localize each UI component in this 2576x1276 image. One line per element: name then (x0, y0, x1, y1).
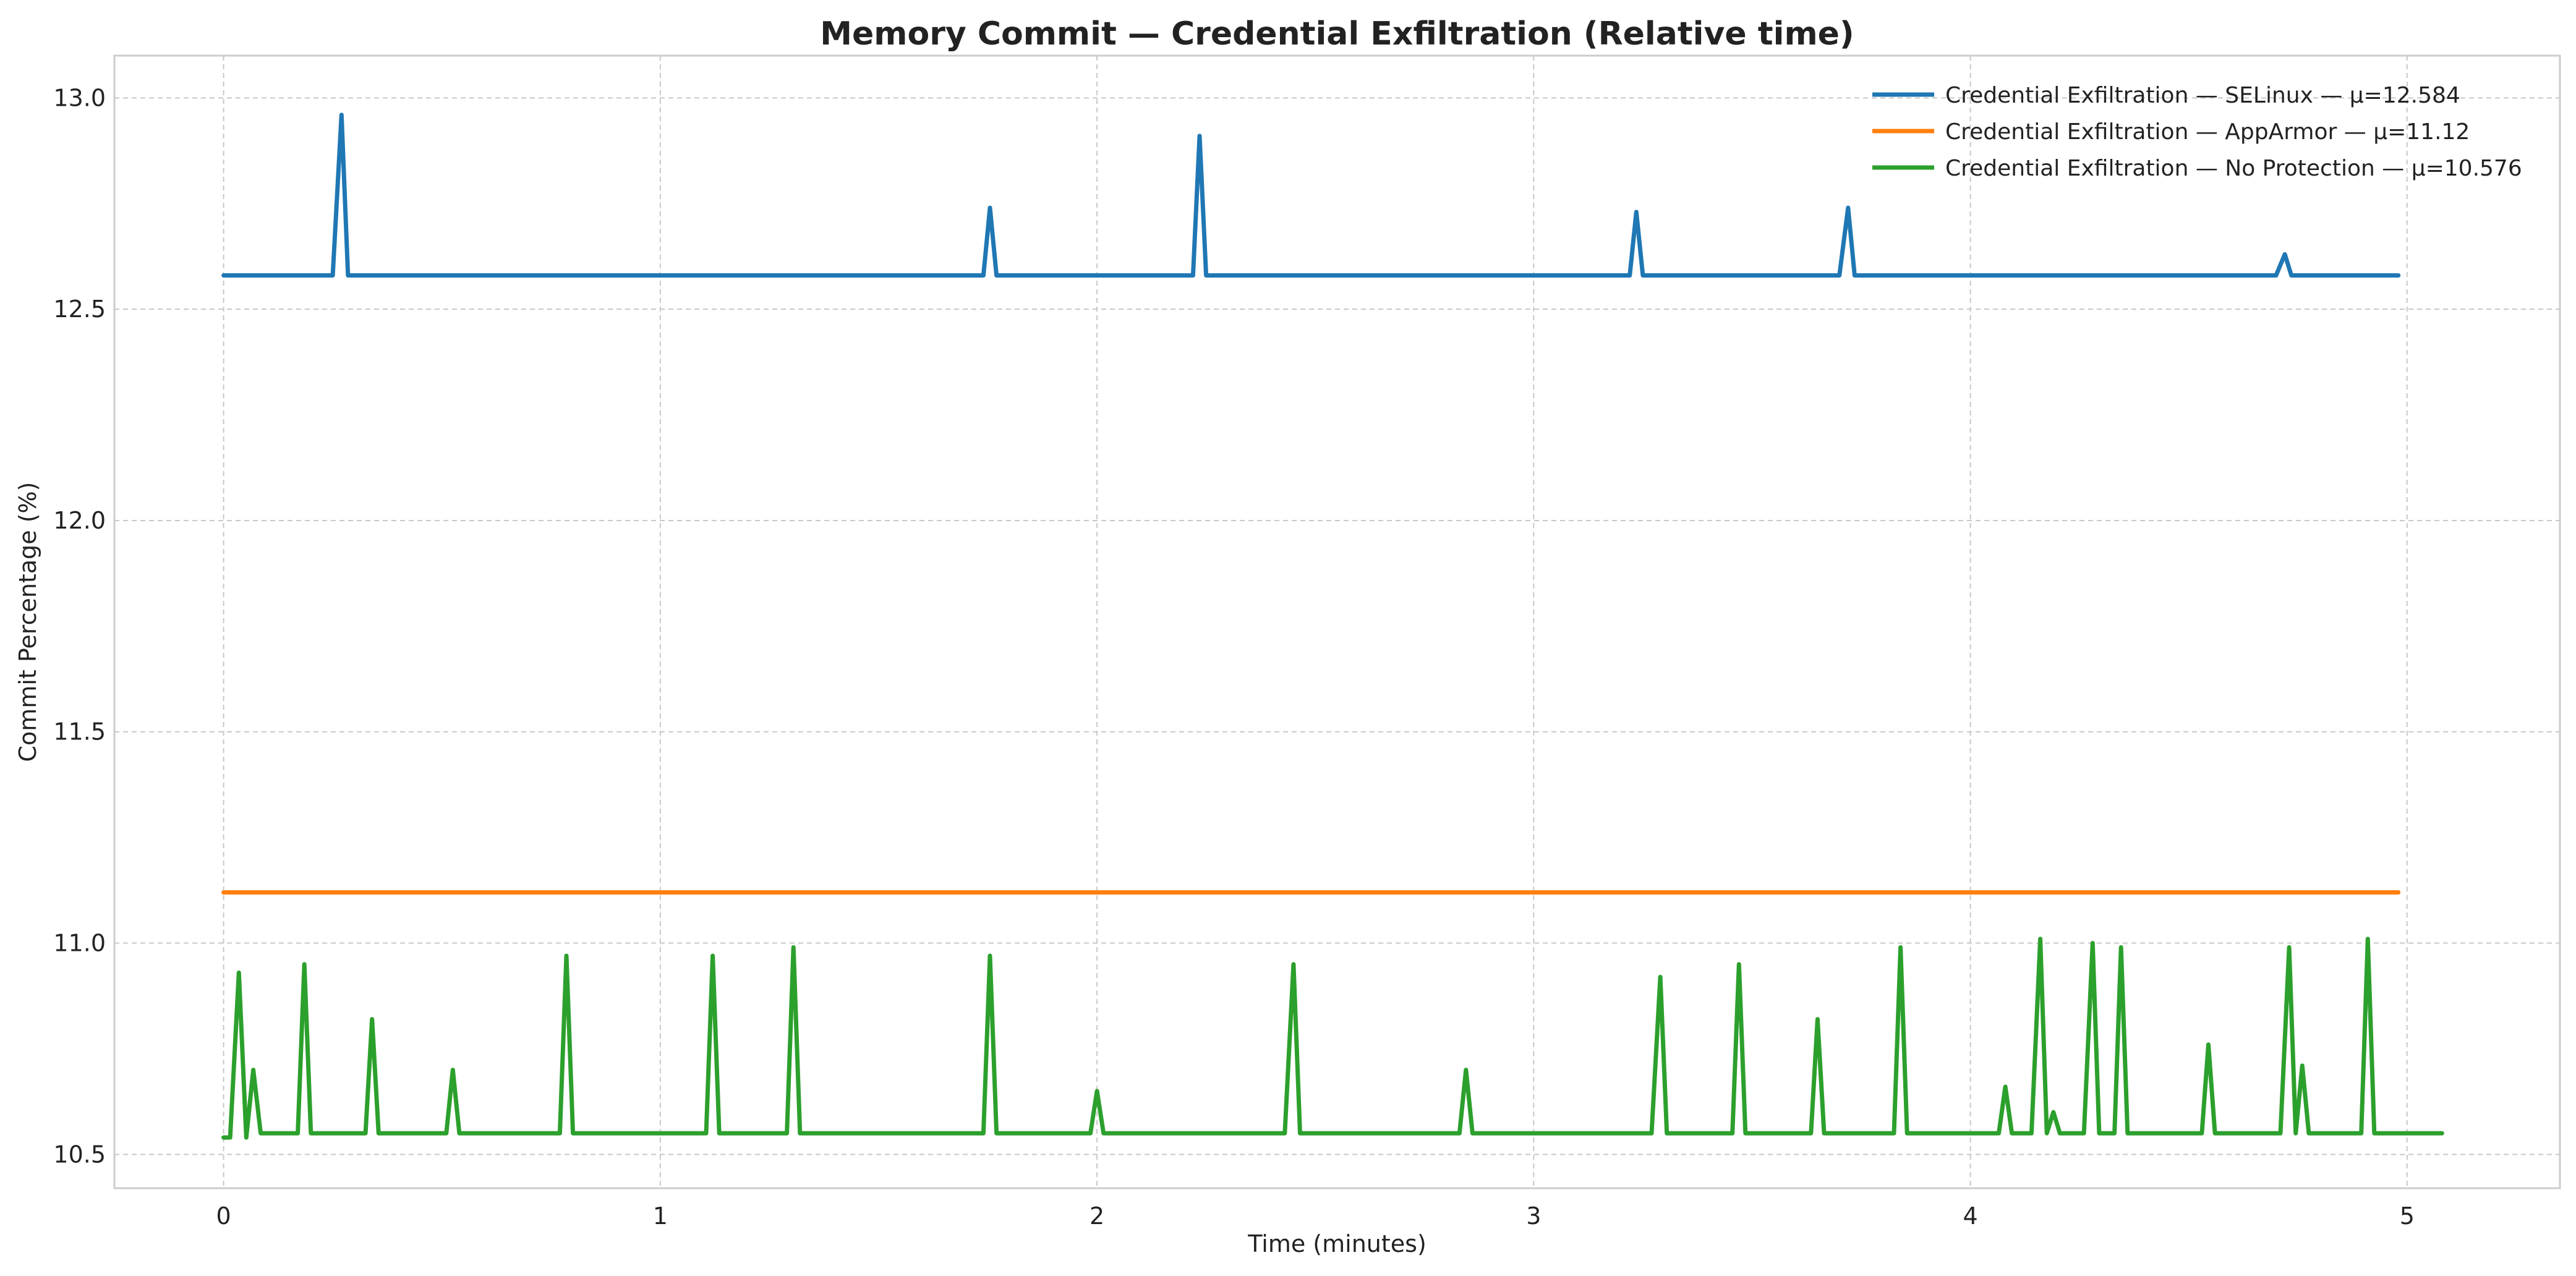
x-tick-label: 2 (1090, 1202, 1104, 1230)
series-line-1 (221, 113, 2401, 278)
legend: Credential Exfiltration — SELinux — μ=12… (1872, 83, 2522, 181)
x-axis-ticks: 0 1 2 3 4 5 (216, 1202, 2414, 1230)
x-tick-label: 3 (1526, 1202, 1541, 1230)
x-axis-label: Time (minutes) (1247, 1230, 1427, 1257)
y-tick-label: 12.5 (53, 296, 106, 323)
grid (114, 56, 2560, 1188)
x-tick-label: 5 (2400, 1202, 2415, 1230)
y-tick-label: 10.5 (53, 1141, 106, 1168)
y-tick-label: 11.5 (53, 718, 106, 746)
legend-label: Credential Exfiltration — No Protection … (1945, 156, 2522, 181)
y-axis-ticks: 10.5 11.0 11.5 12.0 12.5 13.0 (53, 84, 106, 1168)
x-tick-label: 0 (216, 1202, 231, 1230)
y-axis-label: Commit Percentage (%) (14, 482, 41, 762)
chart-title: Memory Commit — Credential Exfiltration … (820, 15, 1854, 53)
plot-frame (113, 54, 2561, 1189)
x-tick-label: 1 (653, 1202, 668, 1230)
legend-label: Credential Exfiltration — AppArmor — μ=1… (1945, 119, 2470, 145)
legend-label: Credential Exfiltration — SELinux — μ=12… (1945, 83, 2460, 108)
x-tick-label: 4 (1963, 1202, 1977, 1230)
y-tick-label: 13.0 (53, 84, 106, 111)
series-layer (221, 113, 2444, 1140)
series-line-3 (221, 937, 2444, 1140)
y-tick-label: 12.0 (53, 507, 106, 534)
y-tick-label: 11.0 (53, 930, 106, 957)
